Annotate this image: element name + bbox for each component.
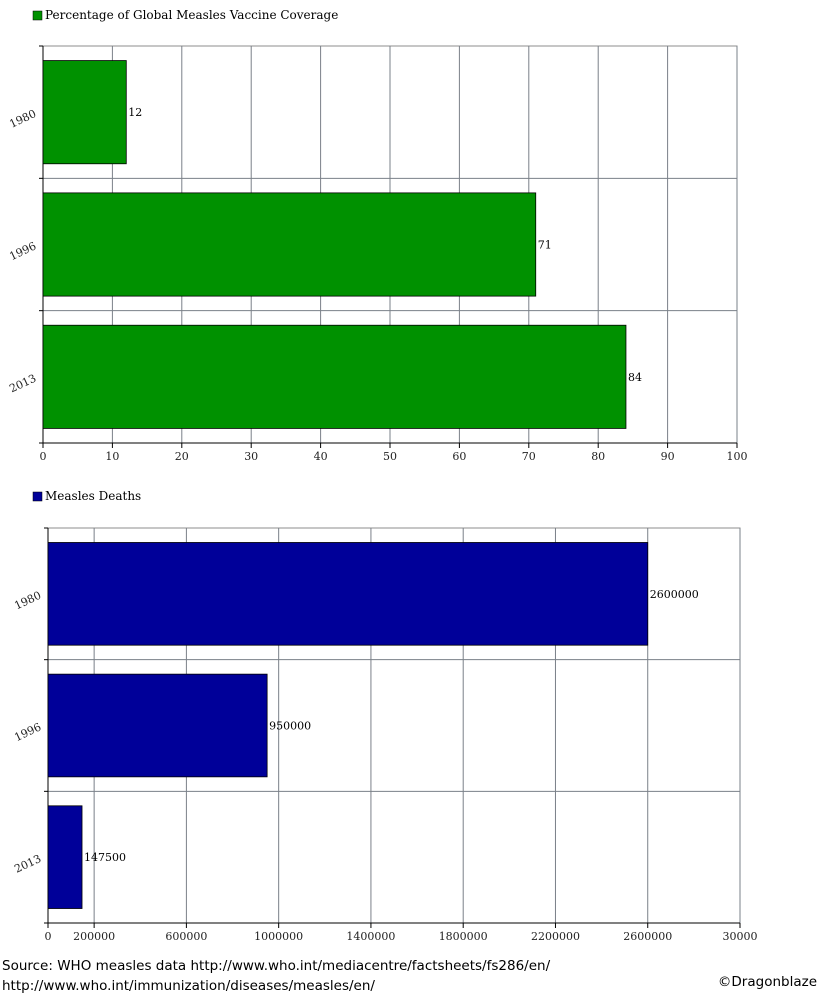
- x-tick-label: 0: [40, 450, 47, 463]
- y-category-label: 1996: [7, 239, 38, 263]
- bar-1980: [47, 542, 649, 646]
- data-label: 84: [628, 371, 642, 384]
- x-tick-label: 600000: [165, 930, 207, 943]
- x-tick-label: 50: [383, 450, 397, 463]
- bar-2013: [42, 324, 627, 429]
- x-tick-label: 60: [452, 450, 466, 463]
- credit-text: ©Dragonblaze: [717, 974, 817, 990]
- x-tick-label: 1000000: [254, 930, 303, 943]
- y-category-label: 1980: [7, 107, 38, 131]
- source-line-1: Source: WHO measles data http://www.who.…: [2, 958, 551, 974]
- legend-swatch: [32, 491, 43, 502]
- x-tick-label: 10: [105, 450, 119, 463]
- data-label: 2600000: [650, 588, 699, 601]
- y-category-label: 2013: [7, 372, 38, 396]
- x-tick-label: 30: [244, 450, 258, 463]
- source-line-2: http://www.who.int/immunization/diseases…: [2, 978, 375, 994]
- bar-1980: [42, 60, 127, 165]
- source-note: Source: WHO measles data http://www.who.…: [2, 956, 550, 996]
- x-tick-label: 1400000: [346, 930, 395, 943]
- x-tick-label: 2200000: [531, 930, 580, 943]
- data-label: 147500: [84, 851, 126, 864]
- x-tick-label: 0: [45, 930, 52, 943]
- legend-label: Percentage of Global Measles Vaccine Cov…: [45, 8, 338, 22]
- x-tick-label: 40: [314, 450, 328, 463]
- bar-1996: [42, 192, 537, 297]
- y-category-label: 1996: [12, 720, 43, 744]
- x-tick-label: 1800000: [439, 930, 488, 943]
- data-label: 12: [128, 106, 142, 119]
- bar-1996: [47, 673, 268, 778]
- x-tick-label: 100: [727, 450, 748, 463]
- legend-label: Measles Deaths: [45, 489, 141, 503]
- data-label: 71: [538, 239, 552, 252]
- vaccine-coverage-chart: Percentage of Global Measles Vaccine Cov…: [7, 8, 748, 463]
- x-tick-label: 70: [522, 450, 536, 463]
- x-tick-label: 2600000: [623, 930, 672, 943]
- data-label: 950000: [269, 720, 311, 733]
- measles-deaths-chart: Measles Deaths 0 200000 600000 1000000 140000…: [12, 489, 758, 943]
- x-tick-label: 90: [661, 450, 675, 463]
- x-tick-label: 200000: [73, 930, 115, 943]
- y-category-label: 2013: [12, 852, 43, 876]
- x-tick-label: 80: [591, 450, 605, 463]
- x-tick-label: 30000: [723, 930, 758, 943]
- legend-swatch: [32, 10, 43, 21]
- y-category-label: 1980: [12, 589, 43, 613]
- x-tick-label: 20: [175, 450, 189, 463]
- bar-2013: [47, 805, 83, 909]
